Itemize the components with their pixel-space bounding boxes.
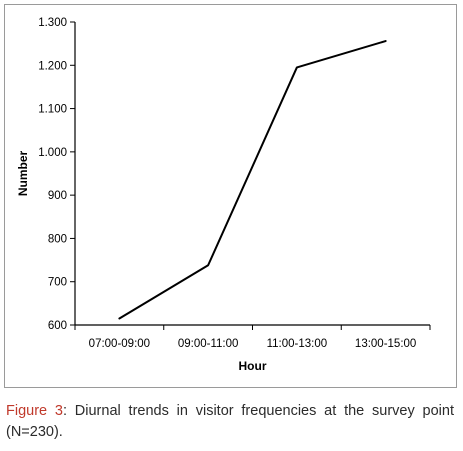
figure-caption-label: Figure 3 bbox=[6, 403, 63, 419]
chart-axes bbox=[74, 22, 430, 326]
x-tick-label: 09:00-11:00 bbox=[178, 338, 239, 350]
x-tick-label: 07:00-09:00 bbox=[89, 338, 150, 350]
y-tick-label: 700 bbox=[48, 277, 67, 289]
figure-caption-text: : Diurnal trends in visitor frequencies … bbox=[6, 403, 454, 440]
series-line bbox=[118, 40, 387, 320]
y-tick-label: 1.300 bbox=[38, 17, 67, 29]
x-tick-label: 13:00-15:00 bbox=[355, 338, 416, 350]
y-axis-title: Number bbox=[16, 151, 30, 197]
y-tick-label: 1.200 bbox=[38, 60, 67, 72]
x-tick-label: 11:00-13:00 bbox=[267, 338, 328, 350]
chart-ticks: 600 700 800 900 1.000 1.100 1.200 1.300 07:00-09… bbox=[38, 17, 431, 350]
x-axis-title: Hour bbox=[239, 359, 267, 373]
y-tick-label: 800 bbox=[48, 233, 67, 245]
chart-labels: Hour Number bbox=[16, 151, 267, 373]
figure-caption: Figure 3: Diurnal trends in visitor freq… bbox=[6, 401, 454, 443]
y-tick-label: 1.100 bbox=[38, 104, 67, 116]
figure-frame bbox=[4, 4, 457, 388]
y-tick-label: 600 bbox=[48, 320, 67, 332]
line-chart: 600 700 800 900 1.000 1.100 1.200 1.300 07:00-09… bbox=[16, 17, 431, 373]
chart-series bbox=[118, 40, 387, 320]
y-tick-label: 900 bbox=[48, 190, 67, 202]
y-tick-label: 1.000 bbox=[38, 147, 67, 159]
